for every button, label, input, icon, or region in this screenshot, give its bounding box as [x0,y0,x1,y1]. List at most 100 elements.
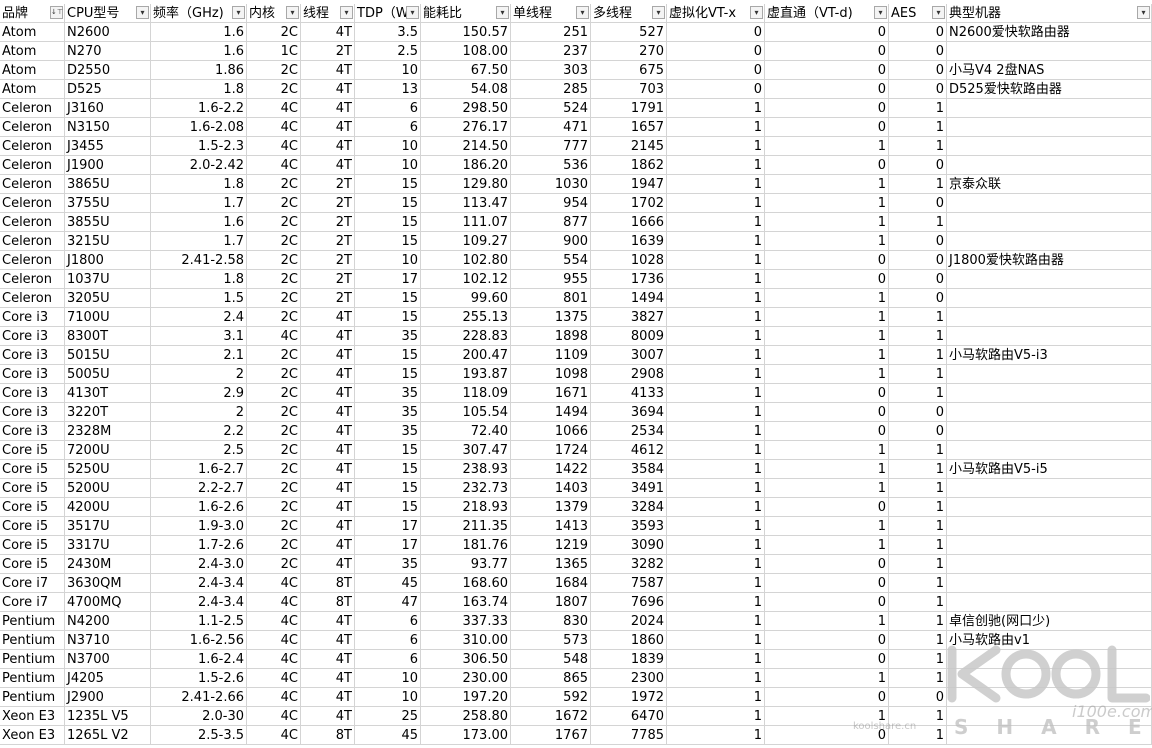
table-cell[interactable]: 0 [889,403,947,422]
table-cell[interactable]: 1 [889,441,947,460]
table-cell[interactable]: 15 [355,175,421,194]
table-cell[interactable]: 3007 [591,346,667,365]
table-cell[interactable]: 1.8 [151,270,247,289]
table-cell[interactable]: 4C [247,327,301,346]
table-cell[interactable]: 4C [247,669,301,688]
table-cell[interactable]: 1 [889,99,947,118]
table-cell[interactable]: 4T [301,669,355,688]
table-cell[interactable]: 0 [889,42,947,61]
table-cell[interactable]: 3865U [65,175,151,194]
table-cell[interactable]: 2.9 [151,384,247,403]
table-cell[interactable]: Celeron [0,118,65,137]
table-cell[interactable]: 1 [667,270,765,289]
table-cell[interactable]: 1 [889,118,947,137]
table-cell[interactable]: 102.80 [421,251,511,270]
table-cell[interactable]: 1 [765,289,889,308]
table-cell[interactable]: Pentium [0,631,65,650]
table-cell[interactable]: Core i5 [0,441,65,460]
table-cell[interactable]: Celeron [0,194,65,213]
table-cell[interactable]: 1 [765,536,889,555]
table-cell[interactable]: 15 [355,194,421,213]
table-cell[interactable]: 3827 [591,308,667,327]
table-cell[interactable]: 251 [511,23,591,42]
table-cell[interactable]: 168.60 [421,574,511,593]
table-cell[interactable]: 1 [889,707,947,726]
table-cell[interactable]: 4612 [591,441,667,460]
table-cell[interactable]: 1.7-2.6 [151,536,247,555]
table-cell[interactable]: 0 [765,251,889,270]
table-cell[interactable]: 1 [889,213,947,232]
table-cell[interactable]: 10 [355,137,421,156]
table-cell[interactable] [947,308,1152,327]
table-cell[interactable]: 573 [511,631,591,650]
table-cell[interactable]: 2534 [591,422,667,441]
column-header[interactable]: AES ▾ [889,4,947,23]
table-cell[interactable]: 2C [247,555,301,574]
table-cell[interactable]: 1 [889,175,947,194]
table-cell[interactable]: 527 [591,23,667,42]
table-cell[interactable]: 2300 [591,669,667,688]
table-cell[interactable]: 13 [355,80,421,99]
table-cell[interactable]: 7785 [591,726,667,745]
table-cell[interactable]: 1 [667,555,765,574]
table-cell[interactable]: 15 [355,479,421,498]
table-cell[interactable]: 1 [667,289,765,308]
table-cell[interactable]: 4C [247,688,301,707]
table-cell[interactable]: 3220T [65,403,151,422]
table-cell[interactable]: 4T [301,384,355,403]
table-cell[interactable]: 1 [765,612,889,631]
table-cell[interactable]: 4200U [65,498,151,517]
table-cell[interactable]: 1375 [511,308,591,327]
table-cell[interactable]: 1 [889,365,947,384]
table-cell[interactable]: 1666 [591,213,667,232]
filter-dropdown-icon[interactable]: ▾ [652,6,665,19]
table-cell[interactable] [947,156,1152,175]
table-cell[interactable]: 1.86 [151,61,247,80]
table-cell[interactable]: 2C [247,80,301,99]
table-cell[interactable]: 2C [247,61,301,80]
table-cell[interactable]: 548 [511,650,591,669]
table-cell[interactable]: 45 [355,574,421,593]
table-cell[interactable]: 1.7 [151,194,247,213]
table-cell[interactable]: Core i3 [0,308,65,327]
table-cell[interactable]: 4T [301,555,355,574]
table-cell[interactable] [947,574,1152,593]
table-cell[interactable]: 5015U [65,346,151,365]
table-cell[interactable]: 150.57 [421,23,511,42]
table-cell[interactable]: 2C [247,251,301,270]
table-cell[interactable]: 3755U [65,194,151,213]
table-cell[interactable]: N3710 [65,631,151,650]
filter-dropdown-icon[interactable]: ▾ [496,6,509,19]
table-cell[interactable]: 1 [667,593,765,612]
table-cell[interactable]: 2C [247,232,301,251]
table-cell[interactable]: Pentium [0,669,65,688]
table-cell[interactable] [947,137,1152,156]
table-cell[interactable]: 1098 [511,365,591,384]
table-cell[interactable]: 3282 [591,555,667,574]
table-cell[interactable]: 536 [511,156,591,175]
table-cell[interactable]: 5200U [65,479,151,498]
table-cell[interactable]: Core i5 [0,460,65,479]
table-cell[interactable]: 1 [765,460,889,479]
table-cell[interactable] [947,422,1152,441]
table-cell[interactable]: 954 [511,194,591,213]
filter-dropdown-icon[interactable]: ▾ [750,6,763,19]
table-cell[interactable]: 173.00 [421,726,511,745]
table-cell[interactable]: 102.12 [421,270,511,289]
table-cell[interactable]: 1 [667,137,765,156]
table-cell[interactable]: 0 [765,384,889,403]
table-cell[interactable]: 0 [765,650,889,669]
table-cell[interactable]: 2C [247,194,301,213]
table-cell[interactable]: 7587 [591,574,667,593]
table-cell[interactable]: Core i7 [0,574,65,593]
table-cell[interactable]: 8T [301,574,355,593]
table-cell[interactable]: 1 [667,175,765,194]
filter-dropdown-icon[interactable]: ▾ [232,6,245,19]
table-cell[interactable]: 3517U [65,517,151,536]
table-cell[interactable]: 1671 [511,384,591,403]
table-cell[interactable]: 1 [765,479,889,498]
table-cell[interactable]: 2 [151,403,247,422]
table-cell[interactable]: 4T [301,536,355,555]
table-cell[interactable]: 1 [889,574,947,593]
table-cell[interactable]: 1.6-2.2 [151,99,247,118]
